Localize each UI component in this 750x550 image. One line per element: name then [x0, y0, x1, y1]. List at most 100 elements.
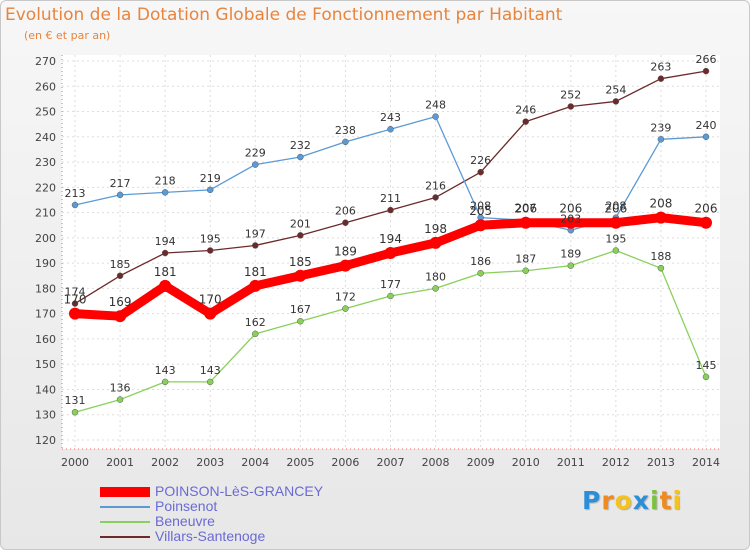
data-point-villars-santenoge: [342, 219, 349, 226]
data-point-poinson: [294, 269, 307, 282]
data-label-beneuvre: 180: [425, 270, 446, 283]
data-label-beneuvre: 136: [110, 382, 131, 395]
data-label-poinson: 170: [64, 293, 87, 307]
data-point-poinsenot: [161, 189, 169, 196]
data-point-poinsenot: [71, 201, 79, 209]
data-point-villars-santenoge: [71, 300, 79, 307]
x-tick-label: 2002: [151, 456, 179, 469]
data-point-poinsenot: [116, 191, 124, 199]
x-tick-label: 2011: [557, 456, 585, 469]
legend-swatch: [100, 521, 150, 523]
data-label-poinsenot: 218: [155, 174, 176, 187]
y-tick-label: 240: [35, 131, 56, 144]
data-label-poinson: 169: [109, 295, 132, 309]
data-point-poinson: [564, 216, 577, 229]
legend-swatch: [100, 487, 150, 497]
data-label-villars-santenoge: 195: [200, 233, 221, 246]
data-point-poinson: [204, 307, 217, 320]
data-label-beneuvre: 167: [290, 303, 311, 316]
data-label-poinsenot: 232: [290, 139, 311, 152]
data-point-poinsenot: [432, 113, 439, 120]
data-point-beneuvre: [477, 269, 484, 277]
data-label-poinsenot: 207: [515, 202, 536, 215]
data-point-poinson: [474, 219, 487, 232]
data-label-poinson: 181: [244, 265, 267, 279]
data-point-villars-santenoge: [297, 232, 304, 239]
y-tick-label: 220: [35, 181, 56, 194]
data-point-poinson: [159, 279, 172, 292]
data-label-villars-santenoge: 197: [245, 227, 266, 240]
proxiti-logo: Proxiti: [582, 486, 683, 515]
data-label-villars-santenoge: 226: [470, 154, 491, 167]
data-label-poinson: 206: [695, 202, 718, 216]
data-label-villars-santenoge: 206: [335, 205, 356, 218]
data-point-poinsenot: [702, 133, 710, 141]
data-point-beneuvre: [161, 378, 169, 386]
data-point-villars-santenoge: [477, 168, 484, 176]
y-tick-label: 230: [35, 156, 56, 169]
chart-title: Evolution de la Dotation Globale de Fonc…: [5, 5, 563, 25]
data-label-poinson: 206: [604, 202, 627, 216]
data-label-poinsenot: 208: [470, 200, 491, 213]
data-label-villars-santenoge: 263: [650, 61, 671, 74]
data-label-poinson: 170: [199, 293, 222, 307]
data-point-poinson: [384, 247, 397, 260]
data-point-poinson: [609, 216, 622, 229]
data-point-beneuvre: [116, 396, 124, 403]
data-point-beneuvre: [702, 373, 710, 381]
legend-label: Villars-Santenoge: [155, 528, 266, 544]
chart-legend: POINSON-LèS-GRANCEY Poinsenot Beneuvre Vill…: [100, 483, 400, 544]
data-point-villars-santenoge: [252, 242, 259, 249]
x-tick-label: 2003: [196, 456, 224, 469]
data-point-villars-santenoge: [567, 103, 575, 110]
data-point-poinsenot: [342, 138, 349, 146]
data-point-beneuvre: [612, 247, 620, 254]
y-tick-label: 190: [35, 257, 56, 270]
data-label-poinson: 194: [379, 232, 402, 246]
data-label-poinsenot: 217: [110, 177, 131, 190]
data-point-poinson: [519, 216, 532, 229]
data-point-poinsenot: [657, 136, 665, 143]
data-label-beneuvre: 195: [605, 233, 626, 246]
legend-label: Beneuvre: [155, 513, 215, 529]
x-tick-label: 2010: [512, 456, 540, 469]
data-label-poinsenot: 219: [200, 172, 221, 185]
y-tick-label: 160: [35, 333, 56, 346]
data-label-poinson: 208: [649, 197, 672, 211]
data-point-poinson: [700, 216, 712, 229]
data-label-villars-santenoge: 211: [380, 192, 401, 205]
data-label-poinsenot: 203: [560, 212, 581, 225]
y-tick-label: 120: [35, 434, 56, 447]
data-label-beneuvre: 188: [650, 250, 671, 263]
data-label-poinsenot: 240: [696, 119, 717, 132]
data-label-poinson: 181: [154, 265, 177, 279]
legend-label: Poinsenot: [155, 498, 218, 514]
y-tick-label: 180: [35, 282, 56, 295]
data-point-poinson: [654, 211, 667, 224]
x-tick-label: 2004: [241, 456, 269, 469]
x-tick-label: 2005: [286, 456, 314, 469]
data-label-beneuvre: 143: [200, 364, 221, 377]
data-label-villars-santenoge: 201: [290, 217, 311, 230]
data-label-villars-santenoge: 254: [605, 83, 626, 96]
x-tick-label: 2014: [692, 456, 720, 469]
data-point-villars-santenoge: [657, 75, 665, 82]
data-label-villars-santenoge: 252: [560, 88, 581, 101]
data-label-villars-santenoge: 194: [155, 235, 176, 248]
x-tick-label: 2000: [61, 456, 89, 469]
data-point-villars-santenoge: [612, 98, 620, 105]
data-point-villars-santenoge: [116, 272, 124, 280]
x-tick-label: 2001: [106, 456, 134, 469]
y-tick-label: 260: [35, 80, 56, 93]
x-tick-label: 2007: [377, 456, 405, 469]
data-label-poinsenot: 239: [650, 121, 671, 134]
data-label-villars-santenoge: 185: [110, 258, 131, 271]
data-point-poinson: [339, 259, 352, 272]
data-label-poinson: 205: [469, 204, 492, 218]
data-label-poinson: 198: [424, 222, 447, 236]
data-point-beneuvre: [297, 317, 304, 325]
x-tick-label: 2009: [467, 456, 495, 469]
data-point-poinson: [429, 236, 442, 249]
data-point-villars-santenoge: [702, 67, 710, 75]
y-tick-label: 150: [35, 358, 56, 371]
